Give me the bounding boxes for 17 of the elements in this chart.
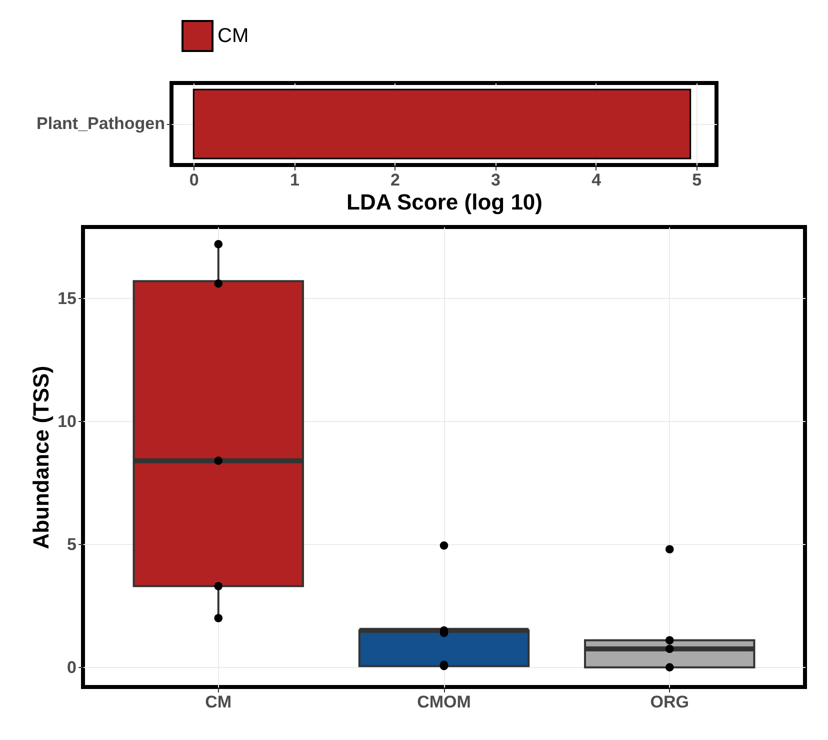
y-tick-label: 10 (58, 412, 76, 431)
x-tick-label: 1 (290, 170, 300, 190)
x-tick-label: 0 (189, 170, 199, 190)
x-tick-label: CM (205, 692, 232, 712)
y-tick-label: 0 (67, 658, 76, 677)
x-tick-label: 5 (692, 170, 702, 190)
y-tick-label: 5 (67, 534, 76, 554)
x-tick-label: 3 (491, 170, 501, 190)
y-tick-label: 15 (58, 288, 76, 308)
x-tick-label: 4 (592, 170, 602, 190)
x-tick-label: CMOM (417, 692, 471, 712)
x-axis-title: LDA Score (log 10) (346, 190, 542, 214)
x-tick-label: ORG (650, 692, 689, 712)
y-axis-title: Abundance (TSS) (28, 366, 54, 550)
legend-label: CM (218, 25, 249, 47)
x-tick-label: 2 (390, 170, 400, 190)
y-tick-label: Plant_Pathogen (36, 114, 165, 133)
